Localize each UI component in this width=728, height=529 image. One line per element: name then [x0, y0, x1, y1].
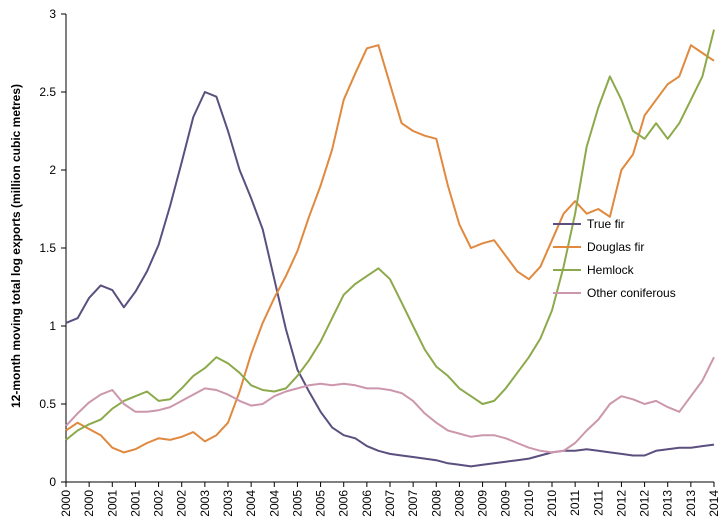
x-tick-label: 2004 [244, 490, 258, 517]
x-tick-label: 2003 [221, 490, 235, 517]
x-tick-label: 2008 [452, 490, 466, 517]
y-axis-title: 12-month moving total log exports (milli… [9, 84, 23, 408]
x-tick-label: 2006 [337, 490, 351, 517]
y-tick-label: 2.5 [39, 85, 56, 99]
x-tick-label: 2001 [105, 490, 119, 517]
x-tick-label: 2012 [638, 490, 652, 517]
legend-label-true-fir: True fir [587, 217, 625, 231]
x-tick-label: 2001 [128, 490, 142, 517]
x-tick-label: 2013 [684, 490, 698, 517]
x-tick-label: 2008 [429, 490, 443, 517]
x-tick-label: 2011 [568, 490, 582, 516]
legend-label-hemlock: Hemlock [587, 263, 635, 277]
axes-group: 0 0.5 1 1.5 2 2.5 3 2000 2000 2001 2001 2002 2002 200… [39, 7, 721, 517]
y-tick-label: 3 [49, 7, 56, 21]
series-group [65, 29, 715, 468]
y-tick-label: 0.5 [39, 397, 56, 411]
x-tick-label: 2012 [614, 490, 628, 517]
x-tick-label: 2002 [152, 490, 166, 517]
x-tick-label: 2005 [314, 490, 328, 517]
legend-label-douglas-fir: Douglas fir [587, 240, 644, 254]
x-tick-label: 2011 [591, 490, 605, 516]
series-line-true-fir [65, 91, 715, 468]
x-tick-label: 2004 [267, 490, 281, 517]
y-tick-label: 0 [49, 475, 56, 489]
x-tick-label: 2014 [707, 490, 721, 517]
y-tick-label: 1 [49, 319, 56, 333]
x-tick-label: 2002 [175, 490, 189, 517]
x-tick-label: 2000 [59, 490, 73, 517]
x-tick-label: 2010 [545, 490, 559, 517]
legend-label-other-coniferous: Other coniferous [587, 286, 676, 300]
x-tick-label: 2005 [290, 490, 304, 517]
x-tick-label: 2009 [476, 490, 490, 517]
x-tick-label: 2003 [198, 490, 212, 517]
x-tick-label: 2009 [499, 490, 513, 517]
x-tick-label: 2013 [661, 490, 675, 517]
y-tick-label: 1.5 [39, 241, 56, 255]
y-tick-label: 2 [49, 163, 56, 177]
legend: True fir Douglas fir Hemlock Other conifero… [553, 217, 676, 300]
x-tick-label: 2000 [82, 490, 96, 517]
x-tick-label: 2006 [360, 490, 374, 517]
series-line-hemlock [65, 29, 715, 441]
series-line-other-coniferous [65, 356, 715, 454]
series-line-douglas-fir [65, 44, 715, 454]
x-tick-label: 2007 [383, 490, 397, 517]
x-tick-label: 2007 [406, 490, 420, 517]
x-tick-label: 2010 [522, 490, 536, 517]
